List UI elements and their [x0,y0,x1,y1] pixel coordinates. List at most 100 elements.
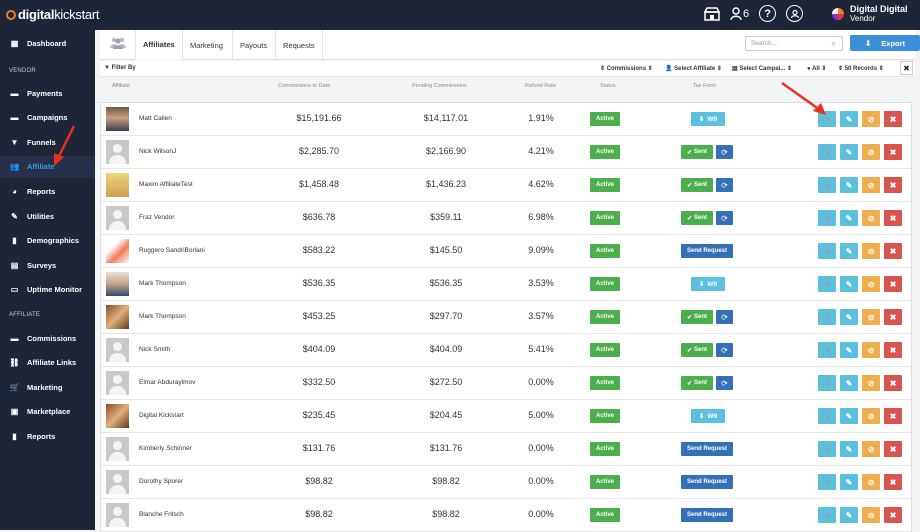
block-button[interactable]: ⊘ [862,276,880,292]
affiliate-name[interactable]: Mark Thompson [139,280,186,287]
edit-button[interactable]: ✎ [840,342,858,358]
sidebar-item-dashboard[interactable]: ▦ Dashboard [0,32,95,54]
sent-button[interactable]: ✔ Sent [681,343,713,357]
affiliate-name[interactable]: Fraz Vendor [139,214,175,221]
edit-button[interactable]: ✎ [840,507,858,523]
block-button[interactable]: ⊘ [862,408,880,424]
w9-download-button[interactable]: ⬇ W9 [691,409,725,423]
link-button[interactable]: 🔗 [818,309,836,325]
affiliate-name[interactable]: Kimberly Schinner [139,445,192,452]
delete-button[interactable]: ✖ [884,111,902,127]
affiliate-name[interactable]: Dorothy Sporer [139,478,184,485]
users-notification[interactable]: 6 [730,6,749,21]
delete-button[interactable]: ✖ [884,243,902,259]
resend-refresh-button[interactable]: ⟳ [716,178,733,192]
block-button[interactable]: ⊘ [862,375,880,391]
link-button[interactable]: 🔗 [818,276,836,292]
delete-button[interactable]: ✖ [884,507,902,523]
affiliate-name[interactable]: Blanche Fritsch [139,511,184,518]
block-button[interactable]: ⊘ [862,210,880,226]
store-icon[interactable] [704,6,720,21]
block-button[interactable]: ⊘ [862,144,880,160]
link-button[interactable]: 🔗 [818,441,836,457]
block-button[interactable]: ⊘ [862,111,880,127]
send-request-button[interactable]: Send Request [681,442,733,456]
delete-button[interactable]: ✖ [884,210,902,226]
link-button[interactable]: 🔗 [818,144,836,160]
sidebar-item-affiliate-marketplace[interactable]: ▣ Marketplace [0,401,95,423]
edit-button[interactable]: ✎ [840,144,858,160]
edit-button[interactable]: ✎ [840,375,858,391]
close-filter-button[interactable]: ✖ [900,61,913,75]
sent-button[interactable]: ✔ Sent [681,310,713,324]
sidebar-item-affiliate-commissions[interactable]: ▬ Commissions [0,327,95,349]
sidebar-item-reports[interactable]: ◕ Reports [0,180,95,202]
affiliate-name[interactable]: Nick Smith [139,346,171,353]
affiliate-name[interactable]: Elmar Abduraylmov [139,379,196,386]
sidebar-item-affiliate[interactable]: 👥 Affiliate [0,155,95,178]
edit-button[interactable]: ✎ [840,276,858,292]
edit-button[interactable]: ✎ [840,309,858,325]
sidebar-item-affiliate-marketing[interactable]: 🛒 Marketing [0,376,95,398]
affiliate-name[interactable]: Mark Thompson [139,313,186,320]
block-button[interactable]: ⊘ [862,243,880,259]
tab-affiliates[interactable]: Affiliates [135,30,182,60]
send-request-button[interactable]: Send Request [681,244,733,258]
sidebar-item-utilities[interactable]: ✎ Utilities [0,205,95,227]
send-request-button[interactable]: Send Request [681,508,733,522]
resend-refresh-button[interactable]: ⟳ [716,310,733,324]
sent-button[interactable]: ✔ Sent [681,145,713,159]
link-button[interactable]: 🔗 [818,177,836,193]
block-button[interactable]: ⊘ [862,177,880,193]
affiliate-name[interactable]: Maxim AffiliateTest [139,181,193,188]
affiliate-name[interactable]: Digital Kickstart [139,412,184,419]
sent-button[interactable]: ✔ Sent [681,376,713,390]
export-button[interactable]: ⬇ Export [850,35,920,51]
sidebar-item-surveys[interactable]: ▤ Surveys [0,254,95,276]
link-button[interactable]: 🔗 [818,111,836,127]
records-filter[interactable]: ⇕ 50 Records ⇕ [838,66,884,72]
resend-refresh-button[interactable]: ⟳ [716,343,733,357]
tab-requests[interactable]: Requests [275,30,323,60]
delete-button[interactable]: ✖ [884,408,902,424]
delete-button[interactable]: ✖ [884,375,902,391]
sent-button[interactable]: ✔ Sent [681,211,713,225]
resend-refresh-button[interactable]: ⟳ [716,145,733,159]
user-profile[interactable]: Digital Digital Vendor [832,4,908,23]
account-icon[interactable] [786,5,804,22]
link-button[interactable]: 🔗 [818,474,836,490]
delete-button[interactable]: ✖ [884,474,902,490]
resend-refresh-button[interactable]: ⟳ [716,211,733,225]
block-button[interactable]: ⊘ [862,441,880,457]
delete-button[interactable]: ✖ [884,276,902,292]
edit-button[interactable]: ✎ [840,210,858,226]
edit-button[interactable]: ✎ [840,408,858,424]
block-button[interactable]: ⊘ [862,507,880,523]
sidebar-item-affiliate-affiliate-links[interactable]: ⛓ Affiliate Links [0,352,95,374]
sent-button[interactable]: ✔ Sent [681,178,713,192]
link-button[interactable]: 🔗 [818,342,836,358]
sidebar-item-payments[interactable]: ▬ Payments [0,82,95,104]
delete-button[interactable]: ✖ [884,177,902,193]
link-button[interactable]: 🔗 [818,375,836,391]
delete-button[interactable]: ✖ [884,342,902,358]
link-button[interactable]: 🔗 [818,210,836,226]
affiliate-name[interactable]: Matt Callen [139,115,172,122]
affiliate-name[interactable]: Nick WilsonJ [139,148,177,155]
select-campaign-filter[interactable]: ▤ Select Campai... ⇕ [732,66,793,72]
all-filter[interactable]: ● All ⇕ [807,66,827,72]
affiliate-name[interactable]: Ruggero SandriBorlani [139,247,205,254]
link-button[interactable]: 🔗 [818,408,836,424]
edit-button[interactable]: ✎ [840,111,858,127]
help-icon[interactable]: ? [759,5,777,22]
sidebar-item-uptime-monitor[interactable]: ▭ Uptime Monitor [0,279,95,301]
tab-payouts[interactable]: Payouts [232,30,274,60]
block-button[interactable]: ⊘ [862,309,880,325]
sidebar-item-demographics[interactable]: ▮ Demographics [0,230,95,252]
block-button[interactable]: ⊘ [862,342,880,358]
send-request-button[interactable]: Send Request [681,475,733,489]
delete-button[interactable]: ✖ [884,441,902,457]
edit-button[interactable]: ✎ [840,474,858,490]
resend-refresh-button[interactable]: ⟳ [716,376,733,390]
sidebar-item-funnels[interactable]: ▼ Funnels [0,131,95,153]
